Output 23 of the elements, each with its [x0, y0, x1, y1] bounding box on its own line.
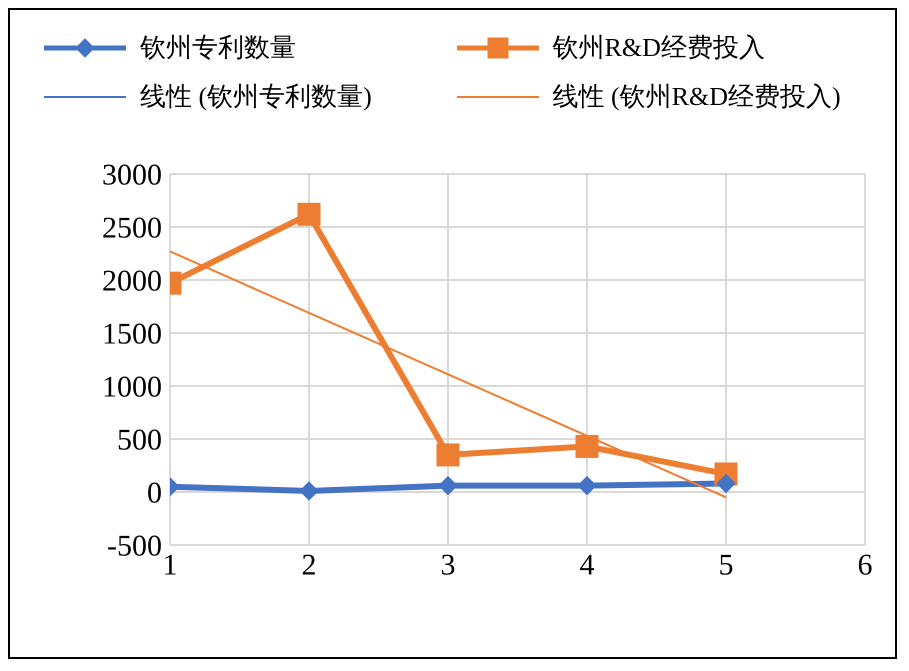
legend-label: 线性 (钦州专利数量) [140, 81, 372, 113]
y-tick-label: 2000 [102, 264, 162, 298]
point [436, 443, 460, 466]
y-tick-label: 500 [117, 424, 162, 457]
legend-label: 钦州R&D经费投入 [552, 32, 765, 64]
x-tick-label: 3 [440, 548, 456, 582]
y-tick-label: -500 [107, 530, 162, 563]
legend-label: 线性 (钦州R&D经费投入) [552, 81, 841, 113]
y-tick-label: 1500 [102, 318, 162, 351]
point [576, 434, 598, 458]
x-tick-label: 5 [718, 548, 734, 582]
legend-label: 钦州专利数量 [140, 32, 296, 64]
x-tick-label: 4 [580, 548, 594, 582]
point [716, 474, 736, 494]
y-tick-label: 3000 [102, 158, 162, 192]
point [298, 202, 320, 226]
x-tick-label: 6 [858, 548, 872, 582]
y-tick-label: 1000 [102, 370, 162, 404]
point [300, 481, 318, 500]
y-tick-label: 0 [147, 476, 162, 510]
x-tick-label: 2 [302, 548, 316, 582]
x-tick-label: 1 [162, 548, 178, 582]
y-tick-label: 2500 [102, 212, 162, 245]
